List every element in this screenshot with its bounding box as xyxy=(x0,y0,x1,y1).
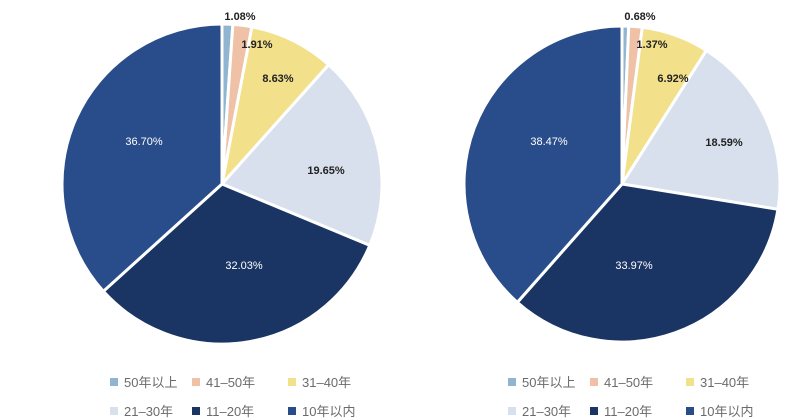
legend-label: 41–50年 xyxy=(206,375,256,390)
pie-data-label: 6.92% xyxy=(657,73,688,85)
legend-label: 10年以内 xyxy=(700,404,754,419)
pie-data-label: 1.37% xyxy=(636,39,667,51)
pie-data-label: 38.47% xyxy=(530,136,568,148)
pie-data-label: 0.68% xyxy=(624,11,655,23)
pie-data-label: 18.59% xyxy=(705,137,743,149)
pie-chart-left: 1.08% 1.91% 8.63% 19.65% 32.03% 36.70% xyxy=(60,11,384,346)
legend-swatch xyxy=(686,377,694,386)
legend-item: 11–20年 xyxy=(192,401,288,420)
legend-label: 50年以上 xyxy=(124,375,178,390)
pie-data-label: 8.63% xyxy=(262,73,293,85)
legend-item: 10年以内 xyxy=(686,401,782,420)
legend-swatch xyxy=(508,377,516,386)
legend-swatch xyxy=(110,377,118,386)
pie-data-label: 33.97% xyxy=(615,260,653,272)
legend-label: 50年以上 xyxy=(522,375,576,390)
legend-item: 31–40年 xyxy=(288,372,384,391)
pie-slice xyxy=(620,48,782,211)
legend-item: 11–20年 xyxy=(590,401,686,420)
legend-item: 10年以内 xyxy=(288,401,384,420)
legend-label: 21–30年 xyxy=(522,404,572,419)
legend-swatch xyxy=(288,377,296,386)
pie-data-label: 32.03% xyxy=(225,260,263,272)
legend-swatch xyxy=(590,377,598,386)
legend-left: 50年以上 41–50年 31–40年 21–30年 11–20年 10年以内 xyxy=(110,372,410,420)
pie-slice xyxy=(60,22,224,293)
legend-item: 50年以上 xyxy=(508,372,590,391)
pie-slice xyxy=(462,24,624,304)
pie-chart-right: 0.68% 1.37% 6.92% 18.59% 33.97% 38.47% xyxy=(462,11,782,344)
legend-swatch xyxy=(110,406,118,415)
legend-item: 50年以上 xyxy=(110,372,192,391)
legend-item: 41–50年 xyxy=(590,372,686,391)
legend-right: 50年以上 41–50年 31–40年 21–30年 11–20年 10年以内 xyxy=(508,372,800,420)
pie-data-label: 19.65% xyxy=(307,165,345,177)
legend-swatch xyxy=(508,406,516,415)
pie-data-label: 36.70% xyxy=(125,136,163,148)
legend-label: 10年以内 xyxy=(302,404,356,419)
legend-swatch xyxy=(192,406,200,415)
legend-item: 21–30年 xyxy=(508,401,590,420)
legend-swatch xyxy=(686,406,694,415)
pie-data-label: 1.91% xyxy=(241,39,272,51)
pie-slice xyxy=(220,25,331,186)
legend-swatch xyxy=(288,406,296,415)
pie-data-label: 1.08% xyxy=(224,11,255,23)
legend-label: 21–30年 xyxy=(124,404,174,419)
legend-item: 41–50年 xyxy=(192,372,288,391)
pie-slice xyxy=(515,182,780,344)
pie-slice xyxy=(101,182,372,346)
legend-item: 31–40年 xyxy=(686,372,782,391)
legend-label: 11–20年 xyxy=(604,404,653,419)
legend-swatch xyxy=(192,377,200,386)
legend-label: 11–20年 xyxy=(206,404,255,419)
legend-swatch xyxy=(590,406,598,415)
legend-label: 31–40年 xyxy=(700,375,750,390)
legend-item: 21–30年 xyxy=(110,401,192,420)
legend-label: 31–40年 xyxy=(302,375,352,390)
legend-label: 41–50年 xyxy=(604,375,654,390)
